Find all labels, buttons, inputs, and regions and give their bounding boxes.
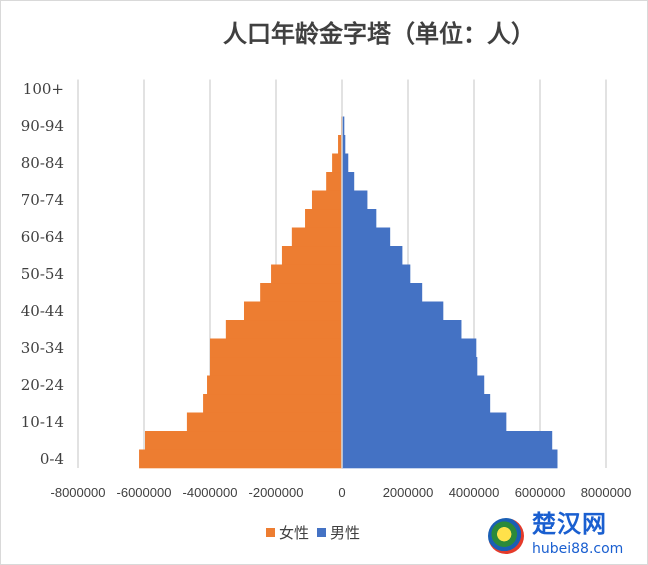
male-bar-25-29 bbox=[342, 357, 478, 376]
female-bar-25-29 bbox=[210, 357, 342, 376]
x-tick-label: -6000000 bbox=[117, 485, 172, 500]
watermark-domain: hubei88.com bbox=[532, 541, 624, 557]
y-tick-label: 80-84 bbox=[21, 154, 64, 172]
female-bar-45-49 bbox=[260, 283, 342, 302]
y-tick-label: 70-74 bbox=[21, 191, 64, 209]
female-bar-75-79 bbox=[326, 172, 342, 191]
female-bar-20-24 bbox=[207, 375, 342, 395]
chart-title: 人口年龄金字塔（单位：人） bbox=[223, 19, 535, 48]
female-bar-60-64 bbox=[291, 227, 342, 247]
y-tick-label: 30-34 bbox=[21, 339, 64, 357]
female-bar-50-54 bbox=[271, 264, 342, 284]
female-bar-80-84 bbox=[332, 153, 342, 173]
male-bar-10-14 bbox=[342, 412, 507, 432]
male-bar-45-49 bbox=[342, 283, 423, 302]
female-bar-5-9 bbox=[144, 431, 342, 450]
male-bar-30-34 bbox=[342, 338, 477, 358]
y-tick-label: 20-24 bbox=[21, 376, 64, 394]
male-bar-60-64 bbox=[342, 227, 391, 247]
female-bar-0-4 bbox=[139, 449, 342, 469]
y-tick-label: 50-54 bbox=[21, 265, 64, 283]
female-bar-30-34 bbox=[210, 338, 342, 358]
x-tick-label: 4000000 bbox=[449, 485, 500, 500]
male-bar-5-9 bbox=[342, 431, 553, 450]
y-tick-label: 60-64 bbox=[21, 228, 64, 246]
globe-icon bbox=[488, 518, 524, 554]
legend-item-female: 女性 bbox=[266, 522, 309, 543]
y-tick-label: 100+ bbox=[23, 80, 64, 98]
legend-swatch-male bbox=[317, 528, 327, 537]
female-bar-55-59 bbox=[281, 246, 342, 265]
x-tick-label: 8000000 bbox=[581, 485, 632, 500]
female-bar-65-69 bbox=[305, 209, 342, 228]
watermark-logo: 楚汉网 hubei88.com bbox=[480, 510, 644, 562]
y-tick-label: 0-4 bbox=[40, 450, 64, 468]
female-bar-15-19 bbox=[203, 394, 342, 413]
male-bar-35-39 bbox=[342, 320, 462, 339]
y-tick-label: 90-94 bbox=[21, 117, 64, 135]
legend-swatch-female bbox=[266, 528, 275, 537]
female-bar-35-39 bbox=[225, 320, 342, 339]
male-bar-80-84 bbox=[342, 153, 349, 173]
y-tick-label: 10-14 bbox=[21, 413, 64, 431]
male-bar-40-44 bbox=[342, 301, 444, 321]
male-bar-85-89 bbox=[342, 135, 346, 154]
male-bar-65-69 bbox=[342, 209, 377, 228]
male-bar-90-94 bbox=[342, 116, 345, 136]
female-bar-85-89 bbox=[338, 135, 342, 154]
male-bar-50-54 bbox=[342, 264, 411, 284]
watermark-name: 楚汉网 bbox=[532, 510, 607, 538]
x-tick-label: -8000000 bbox=[51, 485, 106, 500]
male-bar-0-4 bbox=[342, 449, 558, 469]
male-bar-15-19 bbox=[342, 394, 491, 413]
male-bar-70-74 bbox=[342, 190, 368, 210]
legend: 女性 男性 bbox=[266, 522, 360, 543]
y-tick-label: 40-44 bbox=[21, 302, 64, 320]
legend-item-male: 男性 bbox=[317, 522, 360, 543]
x-tick-label: 6000000 bbox=[515, 485, 566, 500]
male-bar-75-79 bbox=[342, 172, 355, 191]
x-tick-label: 2000000 bbox=[383, 485, 434, 500]
female-bar-40-44 bbox=[243, 301, 342, 321]
female-bar-10-14 bbox=[186, 412, 342, 432]
x-tick-label: -4000000 bbox=[183, 485, 238, 500]
male-bar-20-24 bbox=[342, 375, 485, 395]
x-tick-label: 0 bbox=[338, 485, 345, 500]
female-bar-70-74 bbox=[311, 190, 342, 210]
x-tick-label: -2000000 bbox=[249, 485, 304, 500]
male-bar-55-59 bbox=[342, 246, 403, 265]
